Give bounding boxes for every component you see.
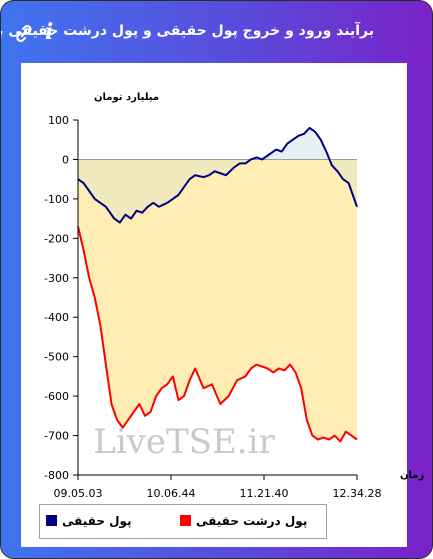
x-tick-label: 10.06.44	[147, 487, 196, 500]
y-tick-label: -800	[44, 469, 69, 482]
legend-swatch-red	[180, 515, 191, 526]
x-tick-label: 09.05.03	[54, 487, 103, 500]
y-tick-label: -400	[44, 311, 69, 324]
x-tick-label: 11.21.40	[240, 487, 289, 500]
legend-item-blue[interactable]: پول حقیقی	[62, 514, 132, 528]
y-tick-label: -300	[44, 272, 69, 285]
y-tick-label: 100	[48, 114, 69, 127]
y-tick-label: 0	[62, 153, 69, 166]
watermark: LiveTSE.ir	[93, 422, 275, 462]
y-axis-label: میلیارد تومان	[94, 92, 159, 103]
info-icon[interactable]: i	[45, 19, 54, 45]
area-fill-positive	[78, 127, 357, 160]
legend: پول درشت حقیقی پول حقیقی	[39, 504, 327, 539]
y-tick-label: -200	[44, 232, 69, 245]
y-tick-label: -100	[44, 193, 69, 206]
y-tick-label: -700	[44, 430, 69, 443]
y-tick-label: -500	[44, 351, 69, 364]
series-line-blue	[77, 126, 358, 224]
legend-swatch-blue	[46, 515, 57, 526]
area-fill-red	[78, 159, 357, 442]
series-line-red	[77, 226, 358, 443]
title-bar: i برآیند ورود و خروج پول حقیقی و پول درش…	[1, 1, 432, 63]
y-tick-label: -600	[44, 390, 69, 403]
x-axis-label: زمان	[400, 470, 424, 481]
chart-title: برآیند ورود و خروج پول حقیقی و پول درشت …	[1, 23, 374, 39]
legend-item-red[interactable]: پول درشت حقیقی	[196, 514, 308, 528]
link-icon[interactable]	[13, 23, 35, 43]
x-tick-label: 12.34.28	[333, 487, 382, 500]
